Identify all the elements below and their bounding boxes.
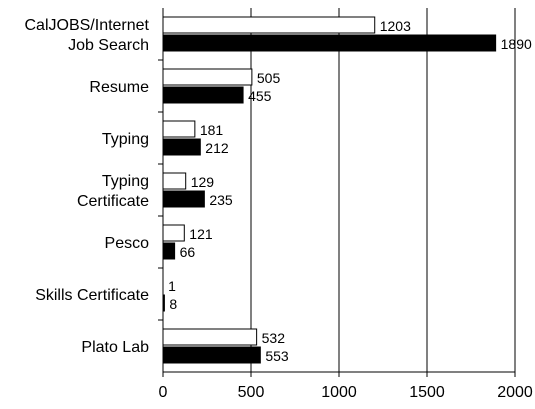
category-label: Typing (102, 173, 149, 190)
data-label: 66 (180, 244, 196, 260)
labels: CalJOBS/Internet Job Search 1203 1890 Resume… (25, 17, 532, 364)
data-label: 181 (200, 122, 224, 138)
bar-series-2 (162, 190, 205, 208)
bar-series-2 (162, 86, 244, 104)
x-tick-label: 1500 (409, 384, 445, 401)
category-label: Skills Certificate (35, 287, 149, 304)
bar-series-1 (162, 172, 187, 190)
data-label: 235 (209, 192, 233, 208)
data-label: 212 (205, 140, 229, 156)
x-tick-label: 500 (238, 384, 265, 401)
category-label: Certificate (77, 193, 149, 210)
category-label: Plato Lab (81, 339, 149, 356)
category-label: Typing (102, 131, 149, 148)
bar-series-1 (162, 68, 253, 86)
x-tick-label: 0 (159, 384, 168, 401)
x-tick-label: 2000 (497, 384, 533, 401)
category-label: CalJOBS/Internet (25, 17, 150, 34)
data-label: 455 (248, 88, 272, 104)
data-label: 129 (191, 174, 215, 190)
bar-series-1 (162, 16, 376, 34)
data-label: 505 (257, 70, 281, 86)
bar-series-2 (162, 346, 261, 364)
bar-series-1 (162, 328, 258, 346)
data-label: 121 (189, 226, 213, 242)
data-label: 1 (168, 278, 176, 294)
axes: 0 500 1000 1500 2000 (158, 8, 533, 401)
data-label: 1890 (501, 36, 532, 52)
bar-series-1 (162, 224, 185, 242)
bar-series-2 (162, 34, 497, 52)
data-label: 553 (265, 348, 289, 364)
category-label: Resume (89, 79, 149, 96)
bar-series-2 (162, 242, 176, 260)
gridlines (250, 8, 516, 372)
data-label: 8 (169, 296, 177, 312)
bar-series-1 (162, 120, 196, 138)
data-label: 532 (262, 330, 286, 346)
category-label: Pesco (105, 235, 150, 252)
category-label: Job Search (68, 37, 149, 54)
data-label: 1203 (380, 18, 411, 34)
bar-series-2 (162, 138, 201, 156)
x-tick-label: 1000 (321, 384, 357, 401)
bars (162, 16, 497, 364)
